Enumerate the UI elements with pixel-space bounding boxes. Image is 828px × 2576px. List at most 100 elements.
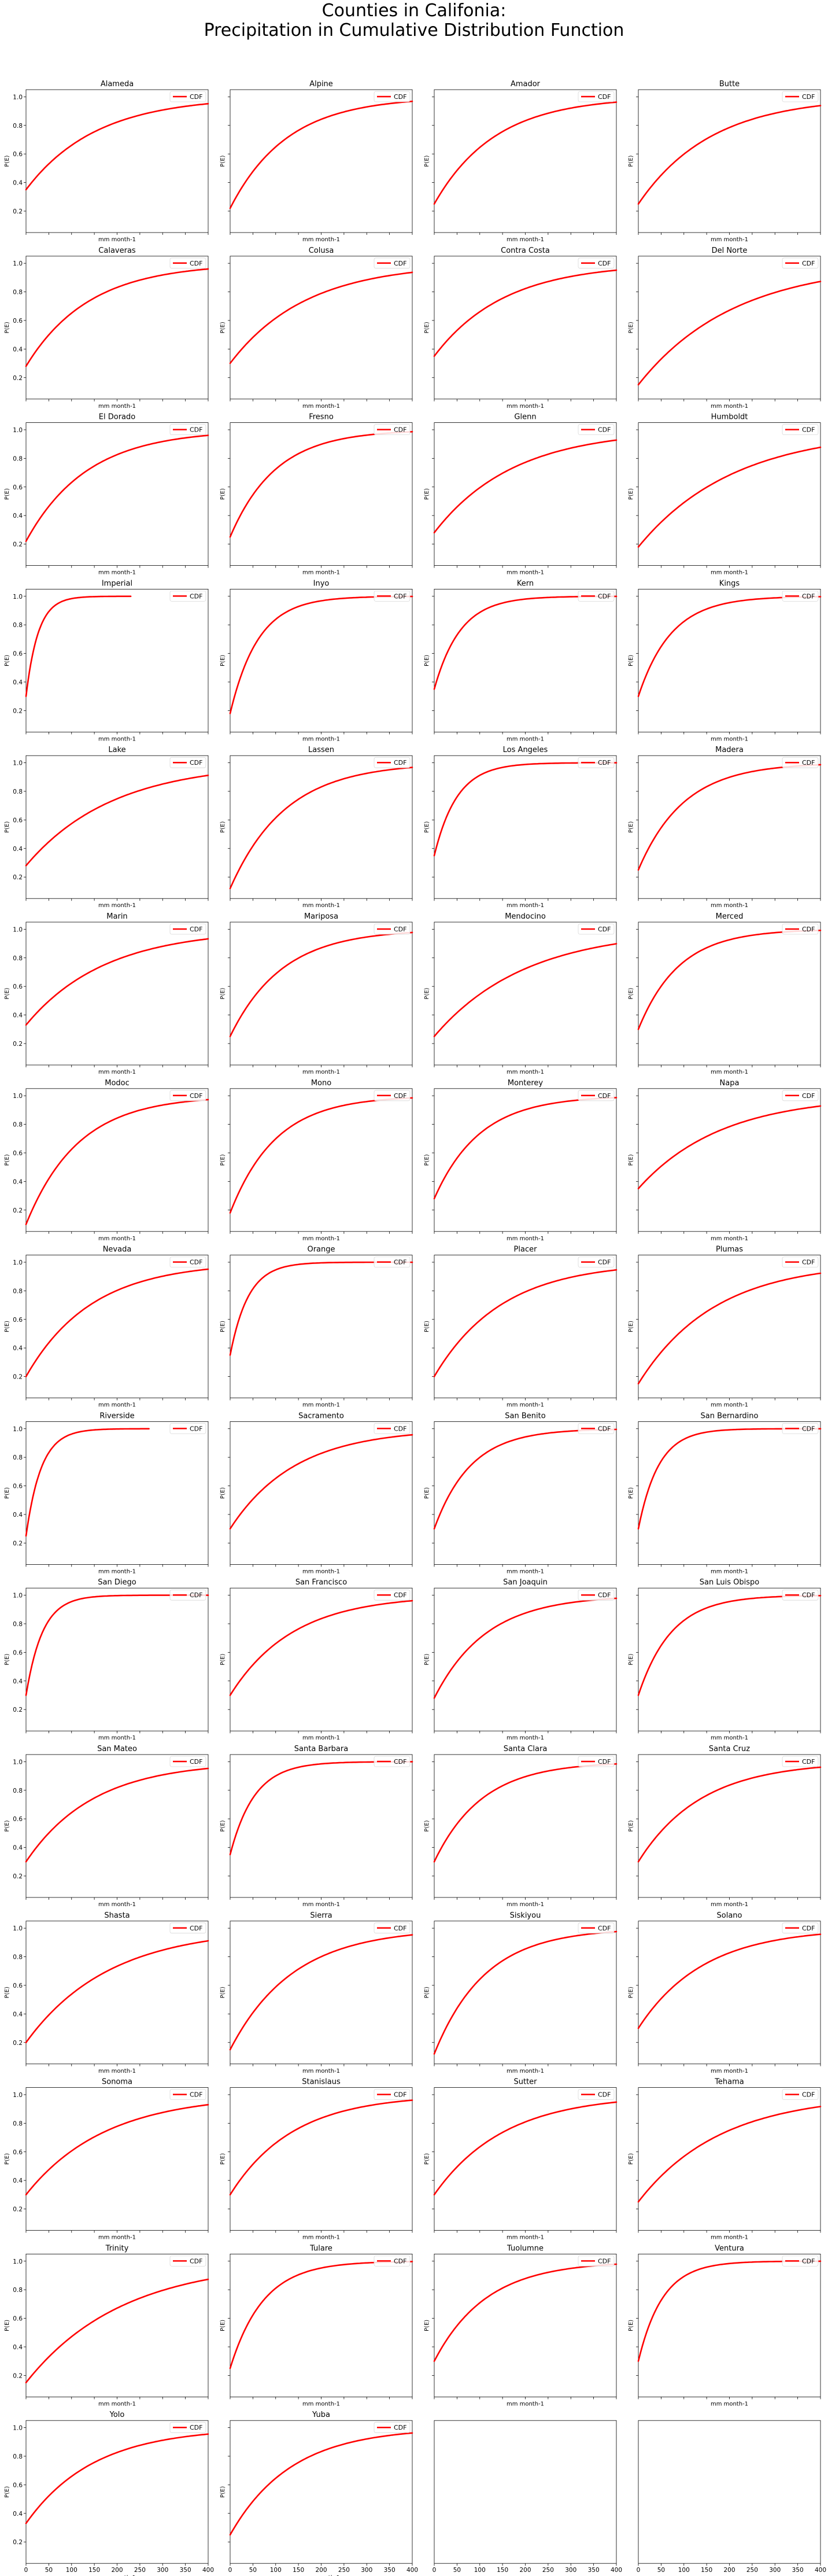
x-tick-label: 250 bbox=[542, 2567, 554, 2574]
y-axis-label: P(E) bbox=[424, 1321, 430, 1332]
panel-frame bbox=[638, 422, 821, 566]
legend-box bbox=[374, 591, 411, 602]
y-axis-label: P(E) bbox=[4, 1987, 10, 1998]
y-tick-label: 0.8 bbox=[13, 1621, 23, 1628]
y-tick-label: 0.8 bbox=[13, 123, 23, 130]
y-axis-label: P(E) bbox=[424, 655, 430, 666]
panel-frame bbox=[25, 256, 209, 400]
cdf-line bbox=[637, 1428, 822, 1530]
x-axis-label: mm month-1 bbox=[711, 570, 748, 576]
cdf-line bbox=[229, 100, 413, 209]
legend-box bbox=[578, 1589, 615, 1601]
cdf-line bbox=[229, 2099, 413, 2196]
legend-label: CDF bbox=[394, 926, 406, 933]
x-axis-label: mm month-1 bbox=[302, 403, 340, 410]
y-tick-label: 0.4 bbox=[13, 1845, 23, 1852]
panel-frame bbox=[638, 256, 821, 400]
panel-frame bbox=[230, 2420, 413, 2564]
legend-label: CDF bbox=[598, 93, 611, 101]
x-axis-label: mm month-1 bbox=[507, 902, 544, 909]
cdf-line bbox=[637, 930, 822, 1030]
panel-frame bbox=[434, 2087, 617, 2231]
panel-title: Inyo bbox=[313, 579, 330, 588]
legend-label: CDF bbox=[394, 1259, 406, 1266]
panel-title: Shasta bbox=[104, 1911, 130, 1920]
panel-title: Contra Costa bbox=[501, 246, 550, 255]
legend-box bbox=[578, 1090, 615, 1101]
x-axis-label: mm month-1 bbox=[98, 570, 136, 576]
panel-frame bbox=[25, 422, 209, 566]
panel-title: Marin bbox=[106, 912, 127, 921]
y-tick-label: 0.2 bbox=[13, 1041, 23, 1048]
panel-frame bbox=[230, 89, 413, 233]
panel-title: Mono bbox=[311, 1079, 331, 1088]
x-axis-label: mm month-1 bbox=[302, 2575, 340, 2576]
y-axis-label: P(E) bbox=[424, 2153, 430, 2165]
cdf-line bbox=[637, 2106, 822, 2203]
x-tick-label: 100 bbox=[66, 2567, 77, 2574]
legend-label: CDF bbox=[598, 260, 611, 267]
x-tick-label: 50 bbox=[45, 2567, 53, 2574]
y-tick-label: 0.2 bbox=[13, 2206, 23, 2213]
x-axis-label: mm month-1 bbox=[98, 1402, 136, 1409]
y-axis-label: P(E) bbox=[628, 821, 634, 833]
panel-frame bbox=[434, 1421, 617, 1565]
panel-frame bbox=[638, 1255, 821, 1399]
legend-box bbox=[578, 2255, 615, 2267]
panel-frame bbox=[434, 755, 617, 899]
legend-label: CDF bbox=[598, 926, 611, 933]
y-axis-label: P(E) bbox=[4, 2153, 10, 2165]
panel-title: San Joaquin bbox=[503, 1578, 548, 1587]
panel-frame bbox=[638, 2087, 821, 2231]
legend-label: CDF bbox=[394, 1425, 406, 1432]
y-tick-label: 1.0 bbox=[13, 2425, 23, 2432]
y-tick-label: 0.4 bbox=[13, 2011, 23, 2018]
y-tick-label: 0.6 bbox=[13, 2149, 23, 2156]
cdf-line bbox=[637, 105, 822, 205]
legend-box bbox=[782, 2255, 819, 2267]
x-axis-label: mm month-1 bbox=[302, 237, 340, 243]
panel-title: San Francisco bbox=[295, 1578, 347, 1587]
panel-title: Yolo bbox=[109, 2411, 125, 2419]
legend-box bbox=[578, 591, 615, 602]
y-tick-label: 0.2 bbox=[13, 707, 23, 714]
legend-label: CDF bbox=[394, 2257, 406, 2265]
panel-frame bbox=[230, 589, 413, 732]
y-tick-label: 1.0 bbox=[13, 926, 23, 933]
y-tick-label: 0.4 bbox=[13, 1512, 23, 1519]
panel-title: Santa Clara bbox=[504, 1745, 548, 1753]
x-axis-label: mm month-1 bbox=[507, 570, 544, 576]
x-axis-label: mm month-1 bbox=[98, 237, 136, 243]
cdf-line bbox=[25, 1767, 209, 1863]
figure-title-line-1: Counties in Califonia: bbox=[321, 1, 507, 21]
x-axis-label: mm month-1 bbox=[507, 736, 544, 742]
x-axis-label: mm month-1 bbox=[711, 237, 748, 243]
x-tick-label: 300 bbox=[565, 2567, 576, 2574]
legend-box bbox=[782, 1922, 819, 1934]
legend-box bbox=[782, 1256, 819, 1268]
y-axis-label: P(E) bbox=[4, 1154, 10, 1166]
y-tick-label: 0.4 bbox=[13, 1178, 23, 1185]
x-axis-label: mm month-1 bbox=[302, 1069, 340, 1075]
legend-box bbox=[578, 1422, 615, 1434]
x-tick-label: 0 bbox=[24, 2567, 28, 2574]
y-tick-label: 0.6 bbox=[13, 318, 23, 325]
y-tick-label: 0.6 bbox=[13, 484, 23, 491]
legend-box bbox=[169, 1090, 206, 1101]
y-axis-label: P(E) bbox=[220, 987, 226, 999]
y-tick-label: 1.0 bbox=[13, 260, 23, 267]
legend-box bbox=[374, 257, 411, 269]
y-axis-label: P(E) bbox=[220, 1820, 226, 1831]
x-axis-label: mm month-1 bbox=[98, 1069, 136, 1075]
y-axis-label: P(E) bbox=[220, 1987, 226, 1998]
x-tick-label: 400 bbox=[406, 2567, 418, 2574]
y-tick-label: 0.2 bbox=[13, 541, 23, 548]
panel-title: Mendocino bbox=[505, 912, 546, 921]
legend-box bbox=[578, 2089, 615, 2100]
cdf-line bbox=[25, 2104, 209, 2196]
panel-frame bbox=[638, 589, 821, 732]
x-axis-label: mm month-1 bbox=[98, 2401, 136, 2407]
x-tick-label: 200 bbox=[723, 2567, 735, 2574]
y-axis-label: P(E) bbox=[424, 1654, 430, 1665]
cdf-line bbox=[25, 1428, 150, 1537]
